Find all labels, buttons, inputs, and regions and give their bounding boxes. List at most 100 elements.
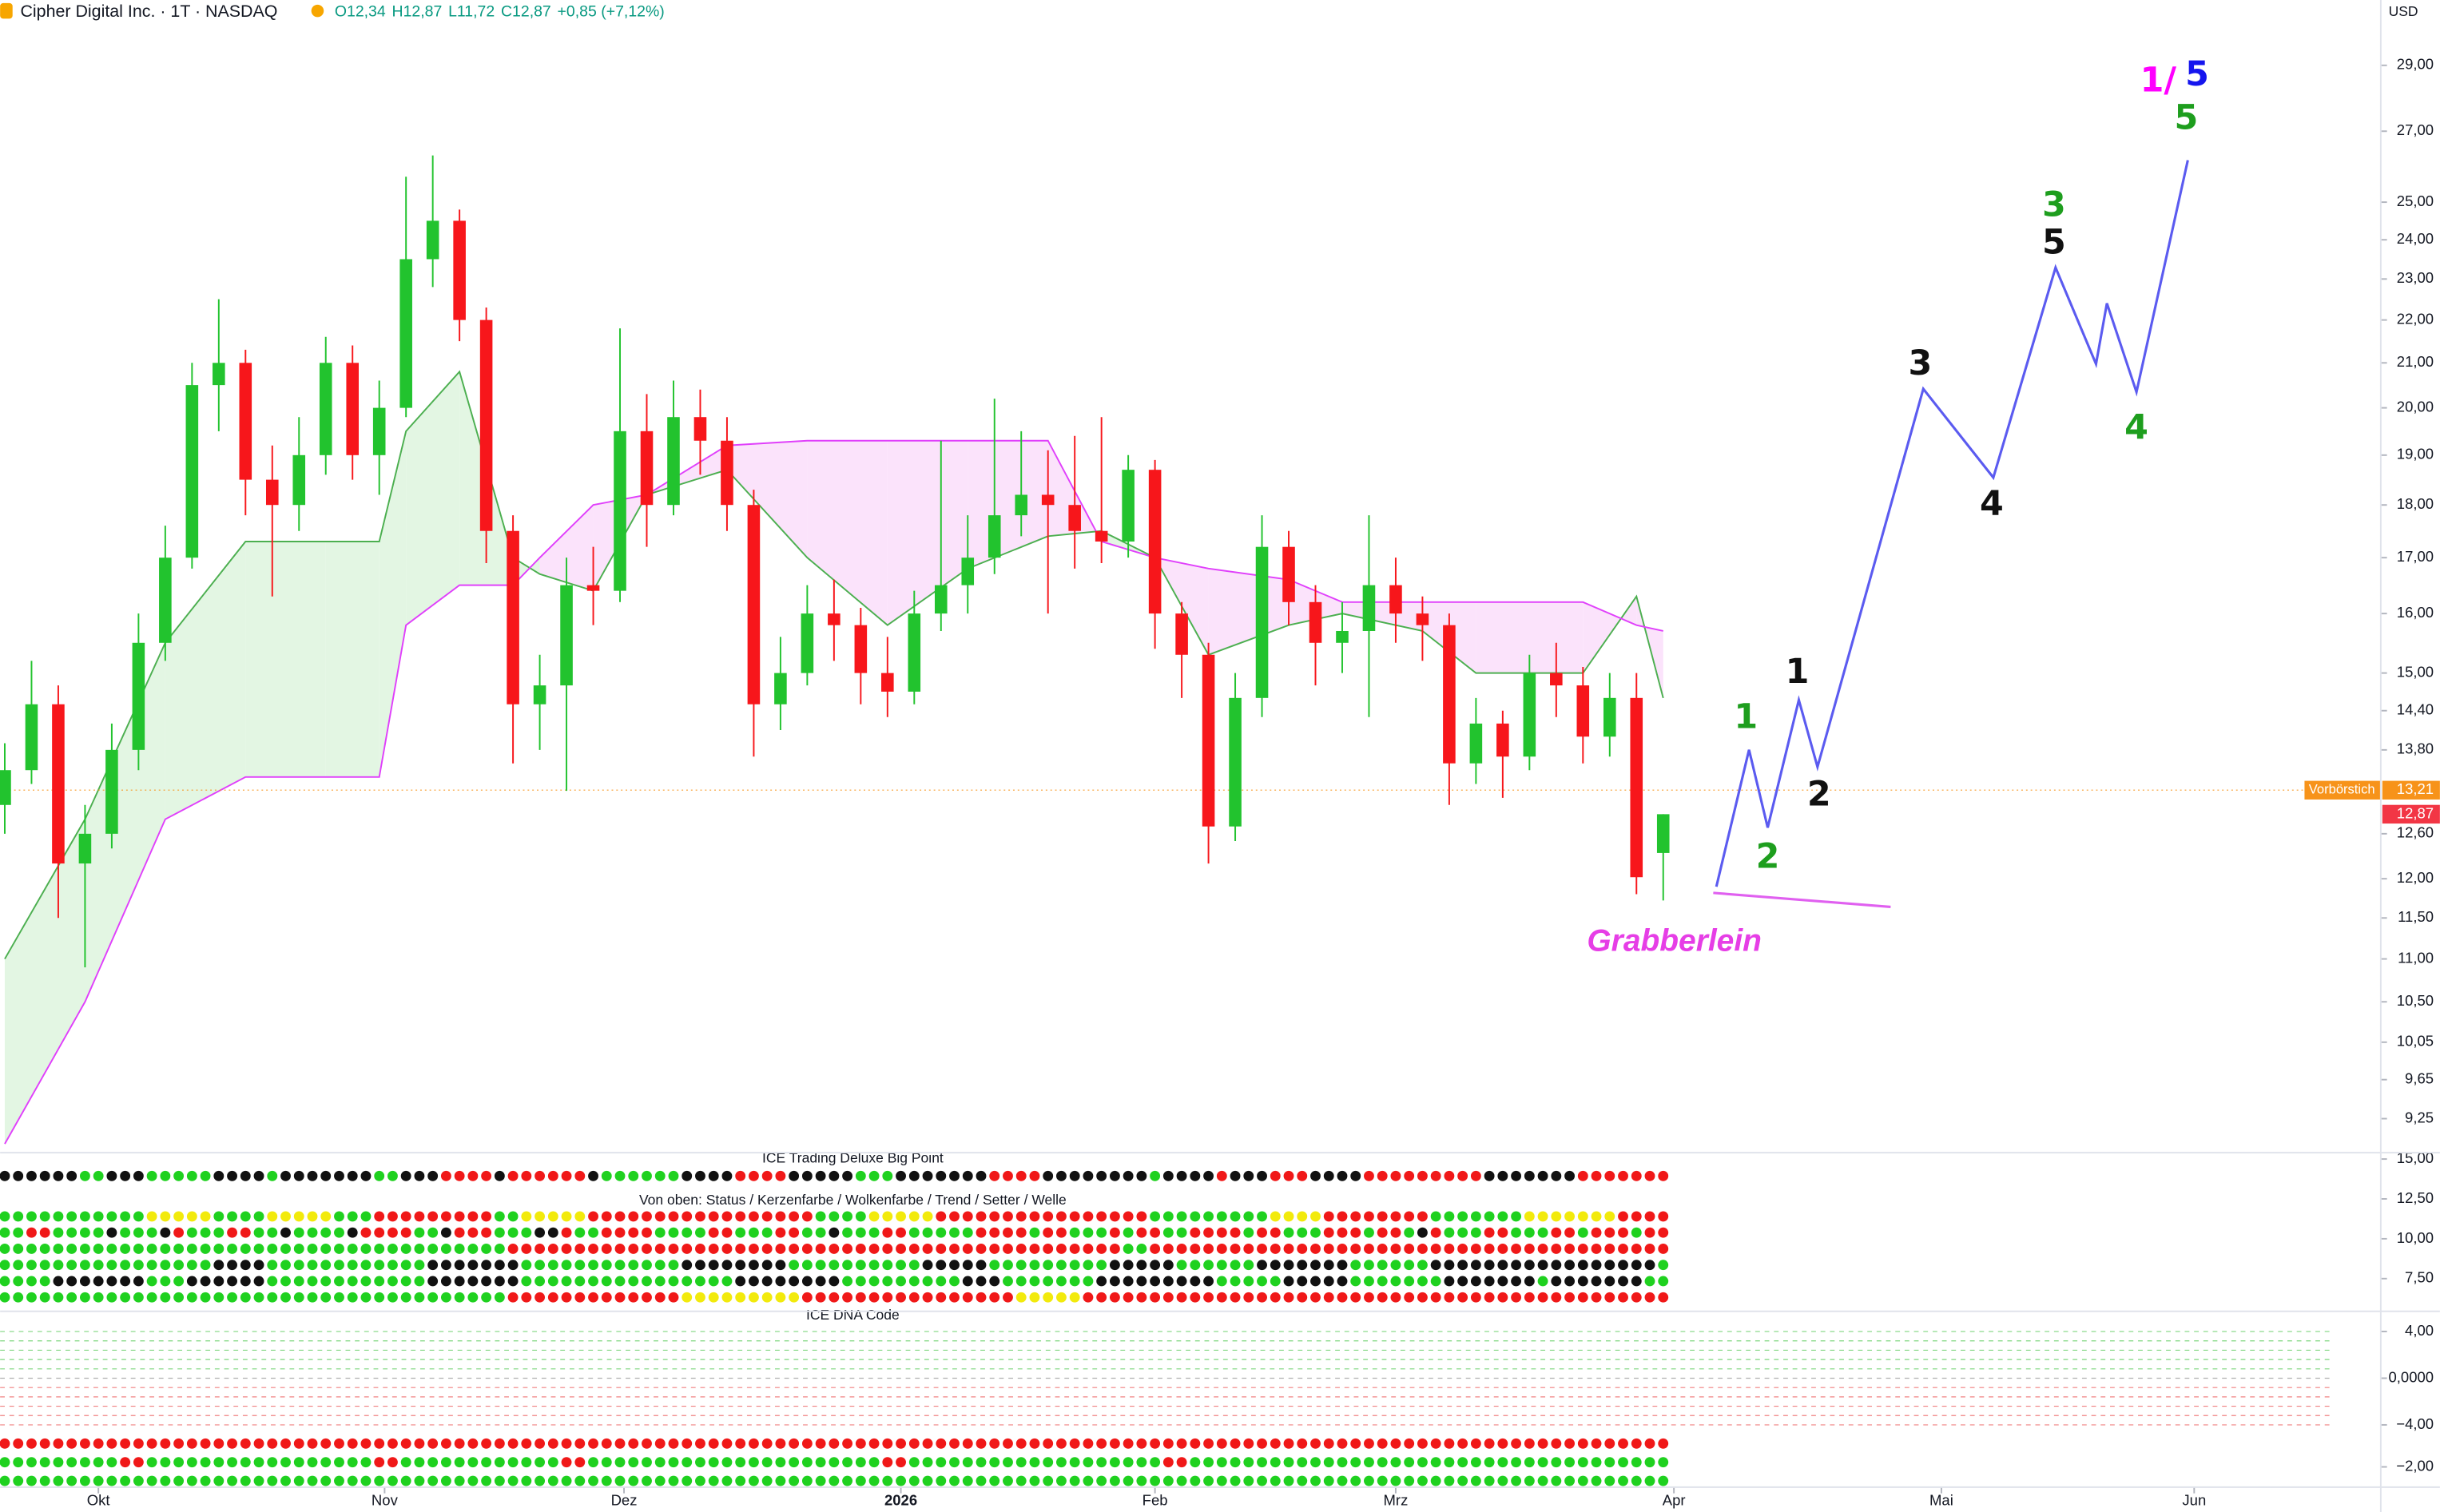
- signal-dot: [26, 1244, 37, 1254]
- signal-dot: [334, 1244, 344, 1254]
- signal-dot: [868, 1292, 880, 1303]
- signal-dot: [293, 1457, 304, 1468]
- signal-dot: [561, 1457, 572, 1468]
- signal-dot: [93, 1475, 104, 1486]
- signal-dot: [1484, 1211, 1495, 1222]
- signal-dot: [1257, 1438, 1267, 1449]
- signal-dot: [1511, 1244, 1522, 1254]
- signal-dot: [227, 1457, 237, 1468]
- signal-dot: [1658, 1211, 1669, 1222]
- signal-dot: [748, 1276, 759, 1287]
- signal-dot: [1230, 1227, 1241, 1238]
- signal-dot: [1337, 1475, 1348, 1486]
- signal-dot: [0, 1227, 10, 1238]
- signal-dot: [1364, 1170, 1374, 1181]
- x-tick-label: Jun: [2182, 1491, 2206, 1508]
- signal-dot: [1083, 1170, 1094, 1181]
- signal-dot: [133, 1211, 144, 1222]
- signal-dot: [1043, 1211, 1054, 1222]
- signal-dot: [414, 1211, 425, 1222]
- signal-dot: [1591, 1211, 1602, 1222]
- signal-dot: [347, 1211, 358, 1222]
- signal-dot: [721, 1457, 733, 1468]
- signal-dot: [922, 1227, 933, 1238]
- signal-dot: [1015, 1457, 1027, 1468]
- signal-dot: [1524, 1276, 1535, 1287]
- signal-dot: [106, 1244, 117, 1254]
- signal-dot: [1644, 1260, 1655, 1271]
- candle-body: [961, 558, 975, 585]
- signal-dot: [588, 1227, 598, 1238]
- signal-dot: [534, 1276, 546, 1287]
- signal-dot: [79, 1227, 90, 1238]
- signal-dot: [1497, 1260, 1508, 1271]
- signal-dot: [253, 1292, 264, 1303]
- signal-dot: [1577, 1211, 1588, 1222]
- y-tick-label: 15,00: [2397, 1149, 2434, 1166]
- signal-dot: [908, 1227, 920, 1238]
- signal-dot: [882, 1227, 893, 1238]
- signal-dot: [414, 1227, 425, 1238]
- candle-body: [1469, 723, 1483, 764]
- signal-dot: [642, 1170, 652, 1181]
- signal-dot: [534, 1292, 546, 1303]
- signal-dot: [855, 1211, 866, 1222]
- signal-dot: [1323, 1170, 1334, 1181]
- signal-dot: [1470, 1260, 1481, 1271]
- signal-dot: [668, 1260, 679, 1271]
- y-tick-label: 22,00: [2397, 311, 2434, 327]
- signal-dot: [1511, 1170, 1522, 1181]
- signal-dot: [1430, 1244, 1441, 1254]
- signal-dot: [320, 1292, 332, 1303]
- signal-dot: [1350, 1170, 1361, 1181]
- signal-dot: [1136, 1475, 1147, 1486]
- y-tick-label: 11,50: [2398, 908, 2434, 925]
- signal-dot: [1270, 1227, 1281, 1238]
- signal-dot: [775, 1227, 786, 1238]
- signal-dot: [1270, 1276, 1281, 1287]
- signal-dot: [1043, 1244, 1054, 1254]
- signal-dot: [976, 1260, 987, 1271]
- signal-dot: [1243, 1475, 1254, 1486]
- signal-dot: [949, 1227, 960, 1238]
- signal-dot: [481, 1227, 492, 1238]
- signal-dot: [1150, 1276, 1161, 1287]
- candle-body: [213, 363, 225, 386]
- signal-dot: [79, 1475, 90, 1486]
- signal-dot: [267, 1211, 278, 1222]
- signal-dot: [547, 1438, 558, 1449]
- signal-dot: [614, 1260, 626, 1271]
- signal-dot: [1109, 1292, 1120, 1303]
- signal-dot: [1190, 1244, 1201, 1254]
- signal-dot: [120, 1276, 131, 1287]
- signal-dot: [628, 1211, 639, 1222]
- signal-dot: [1003, 1457, 1013, 1468]
- signal-dot: [1404, 1227, 1415, 1238]
- signal-dot: [1618, 1227, 1628, 1238]
- signal-dot: [0, 1244, 10, 1254]
- signal-dot: [1497, 1276, 1508, 1287]
- signal-dot: [79, 1292, 90, 1303]
- signal-dot: [1417, 1227, 1428, 1238]
- signal-dot: [1109, 1457, 1120, 1468]
- signal-dot: [106, 1292, 117, 1303]
- signal-dot: [1390, 1170, 1401, 1181]
- signal-dot: [494, 1276, 505, 1287]
- signal-dot: [253, 1260, 264, 1271]
- signal-dot: [454, 1260, 465, 1271]
- signal-dot: [427, 1244, 439, 1254]
- signal-dot: [387, 1292, 398, 1303]
- signal-dot: [547, 1457, 558, 1468]
- signal-dot: [1043, 1276, 1054, 1287]
- signal-dot: [628, 1292, 639, 1303]
- signal-dot: [1203, 1260, 1214, 1271]
- signal-dot: [1323, 1211, 1334, 1222]
- signal-dot: [1444, 1276, 1455, 1287]
- signal-dot: [842, 1276, 853, 1287]
- signal-dot: [708, 1457, 719, 1468]
- signal-dot: [721, 1260, 733, 1271]
- signal-dot: [1604, 1227, 1615, 1238]
- session-icon: [311, 4, 324, 18]
- signal-dot: [962, 1438, 973, 1449]
- signal-dot: [1577, 1438, 1588, 1449]
